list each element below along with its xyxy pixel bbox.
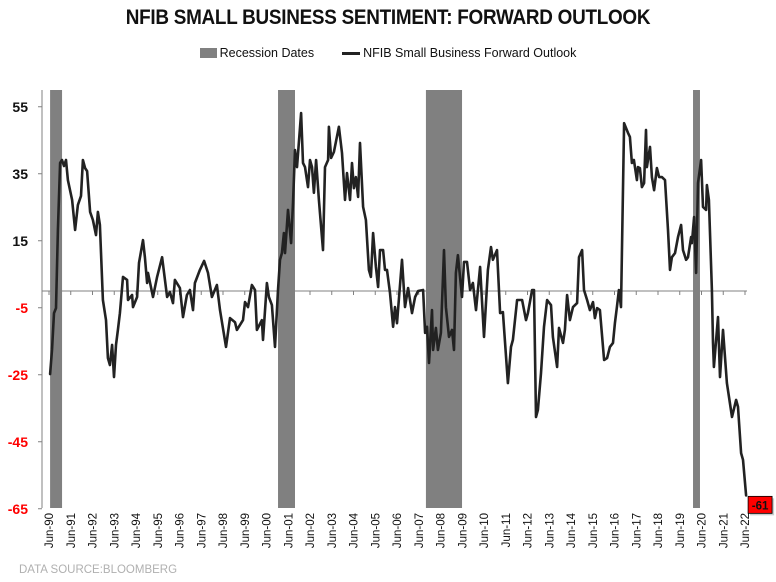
x-tick-label: Jun-01 [283,513,295,548]
y-tick-label: 35 [12,166,28,182]
x-tick-label: Jun-15 [588,513,600,548]
recession-band [425,90,463,508]
y-tick-label: -25 [8,367,28,383]
x-tick-label: Jun-18 [653,513,665,548]
x-tick-label: Jun-91 [66,513,78,548]
x-tick-label: Jun-19 [675,513,687,548]
data-source-note: DATA SOURCE:BLOOMBERG [19,564,178,576]
x-tick-label: Jun-04 [349,512,361,548]
last-value-label: -61 [752,500,769,512]
y-tick-label: 15 [12,233,28,249]
x-tick-label: Jun-09 [457,513,469,548]
last-value-label-box [747,495,773,514]
x-tick-label: Jun-98 [218,513,230,548]
x-tick-label: Jun-93 [109,513,121,548]
series-line-forward-outlook [48,111,748,497]
y-tick-label: 55 [12,99,28,115]
recession-band [278,90,295,508]
x-tick-label: Jun-97 [196,513,208,548]
x-tick-label: Jun-11 [501,513,513,547]
x-tick-label: Jun-10 [479,513,491,548]
legend-swatch-outlook [342,51,361,55]
legend-label-outlook: NFIB Small Business Forward Outlook [363,46,577,60]
x-tick-label: Jun-00 [262,513,274,548]
x-tick-label: Jun-21 [718,513,730,548]
x-tick-label: Jun-95 [153,513,165,548]
x-tick-label: Jun-92 [88,513,100,548]
legend-item-recession: Recession Dates [199,46,315,60]
y-tick-labels: 55 35 15 -5 -25 -45 -65 [8,99,28,517]
series [48,111,748,497]
x-tick-label: Jun-96 [175,513,187,548]
x-tick-label: Jun-16 [610,513,622,548]
x-tick-label: Jun-13 [544,513,556,548]
x-tick-labels: Jun-90 Jun-91 Jun-92 Jun-93 Jun-94 Jun-95 Jun-… [44,512,752,548]
recession-bands [50,90,700,508]
legend-swatch-recession [199,48,217,58]
legend-label-recession: Recession Dates [219,46,315,60]
x-tick-label: Jun-22 [740,513,752,548]
x-tick-label: Jun-07 [414,513,426,548]
y-tick-label: -45 [8,434,28,450]
y-tick-label: -65 [8,501,28,517]
recession-band [693,90,700,508]
x-tick-label: Jun-12 [523,513,535,548]
y-tick-label: -5 [16,300,29,316]
x-tick-label: Jun-17 [631,513,643,548]
chart-title: NFIB SMALL BUSINESS SENTIMENT: FORWARD O… [125,6,651,29]
legend: Recession Dates NFIB Small Business Forw… [0,46,776,60]
x-tick-label: Jun-99 [240,513,252,548]
x-tick-label: Jun-05 [370,513,382,548]
x-tick-label: Jun-94 [131,512,143,548]
x-tick-label: Jun-14 [566,512,578,548]
x-tick-label: Jun-08 [436,513,448,548]
axes [38,90,747,510]
x-tick-label: Jun-06 [392,513,404,548]
x-tick-label: Jun-90 [44,513,56,548]
x-tick-label: Jun-02 [305,513,317,548]
legend-item-outlook: NFIB Small Business Forward Outlook [342,46,576,60]
last-value-label-group: -61 [747,495,775,516]
x-tick-label: Jun-03 [327,513,339,548]
x-tick-label: Jun-20 [697,513,709,548]
